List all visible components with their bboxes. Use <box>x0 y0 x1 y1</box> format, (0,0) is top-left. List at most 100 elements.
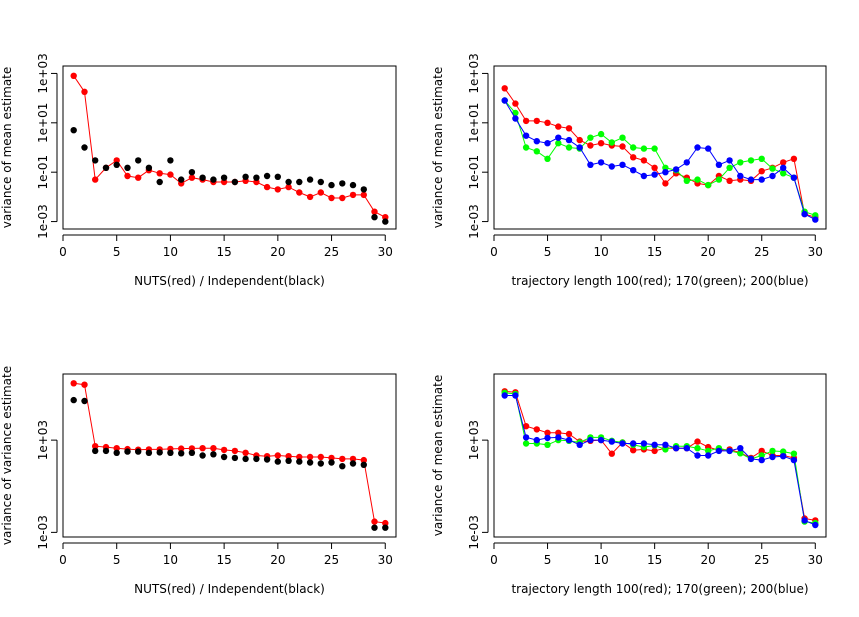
data-point <box>188 445 196 452</box>
data-point <box>371 208 378 215</box>
data-point <box>694 176 701 183</box>
data-point <box>328 181 335 189</box>
data-point <box>145 449 153 456</box>
data-point <box>178 176 185 183</box>
data-point <box>555 123 562 130</box>
data-point <box>349 460 357 467</box>
data-point <box>726 157 733 164</box>
x-tick-label: 20 <box>701 245 716 259</box>
data-point <box>758 168 765 175</box>
x-tick-label: 25 <box>324 245 339 259</box>
data-point <box>790 155 798 162</box>
data-point <box>608 450 615 457</box>
data-point <box>92 176 99 183</box>
data-point <box>317 178 324 186</box>
data-point <box>780 453 787 460</box>
data-point <box>349 191 357 199</box>
data-point <box>651 171 658 178</box>
data-point <box>135 157 142 164</box>
data-point <box>81 88 88 96</box>
data-point <box>737 445 744 452</box>
x-axis-title: NUTS(red) / Independent(black) <box>134 274 325 288</box>
data-point <box>597 159 605 166</box>
data-point <box>253 455 260 463</box>
data-point <box>178 450 185 457</box>
data-point <box>92 447 99 455</box>
data-point <box>306 459 314 466</box>
data-point <box>587 142 594 149</box>
x-axis: 0 5 10 15 20 25 30 <box>490 234 823 259</box>
data-point <box>382 519 389 527</box>
x-axis: 0 5 10 15 20 25 30 <box>490 542 823 567</box>
data-point <box>102 164 110 171</box>
data-point <box>780 448 787 455</box>
x-axis: 0 5 10 15 20 25 30 <box>59 234 393 259</box>
data-point <box>769 453 776 461</box>
data-point <box>683 177 690 184</box>
x-tick-label: 5 <box>544 245 552 259</box>
data-point <box>285 183 292 191</box>
x-axis-title: trajectory length 100(red); 170(green); … <box>511 274 808 288</box>
x-tick-label: 15 <box>647 245 662 259</box>
data-point <box>296 458 303 465</box>
data-point <box>113 157 120 164</box>
data-point <box>220 174 228 181</box>
data-point <box>662 446 669 453</box>
data-point <box>533 117 540 125</box>
data-point <box>113 161 120 168</box>
data-point <box>619 161 626 168</box>
data-point <box>597 140 605 147</box>
x-tick-label: 10 <box>593 553 608 567</box>
data-point <box>285 178 292 186</box>
x-tick-label: 0 <box>490 245 498 259</box>
data-point <box>737 159 744 166</box>
data-point <box>555 429 562 436</box>
data-point <box>790 450 798 457</box>
data-point <box>317 189 324 196</box>
y-tick-label: 1e-03 <box>36 515 50 550</box>
x-tick-label: 15 <box>216 245 231 259</box>
data-point <box>306 176 314 183</box>
data-point <box>587 436 594 444</box>
data-point <box>156 170 163 177</box>
data-point <box>726 164 733 171</box>
data-point <box>199 445 206 452</box>
data-point <box>102 447 110 455</box>
data-point <box>619 134 626 141</box>
data-point <box>705 145 712 152</box>
data-point <box>747 455 755 463</box>
x-tick-label: 30 <box>378 245 393 259</box>
chart-panel-3: 0 5 10 15 20 25 30 1e-03 1e+03 NUTS(red) / Indepe… <box>0 366 397 596</box>
data-point <box>512 100 519 107</box>
series-1 <box>70 380 389 527</box>
data-point <box>544 119 551 127</box>
data-point <box>81 381 88 388</box>
y-tick-label: 1e+01 <box>36 103 50 143</box>
data-point <box>113 449 120 456</box>
data-point <box>576 144 583 151</box>
data-point <box>533 436 540 444</box>
data-point <box>705 452 712 459</box>
data-point <box>522 423 530 430</box>
data-point <box>705 447 712 455</box>
data-point <box>640 145 648 152</box>
data-point <box>81 144 88 151</box>
data-point <box>188 449 196 456</box>
data-point <box>608 139 615 146</box>
data-point <box>587 134 594 141</box>
data-point <box>769 447 776 455</box>
data-point <box>512 109 519 117</box>
x-axis-title: NUTS(red) / Independent(black) <box>134 582 325 596</box>
data-point <box>608 163 615 170</box>
data-point <box>769 172 776 180</box>
data-point <box>220 453 228 461</box>
data-point <box>694 144 701 151</box>
data-point <box>630 447 637 454</box>
y-axis-title: variance of mean estimate <box>431 375 445 537</box>
data-point <box>242 173 249 180</box>
data-point <box>124 172 131 180</box>
data-point <box>231 454 239 462</box>
data-point <box>522 117 530 125</box>
series-line <box>73 382 386 524</box>
